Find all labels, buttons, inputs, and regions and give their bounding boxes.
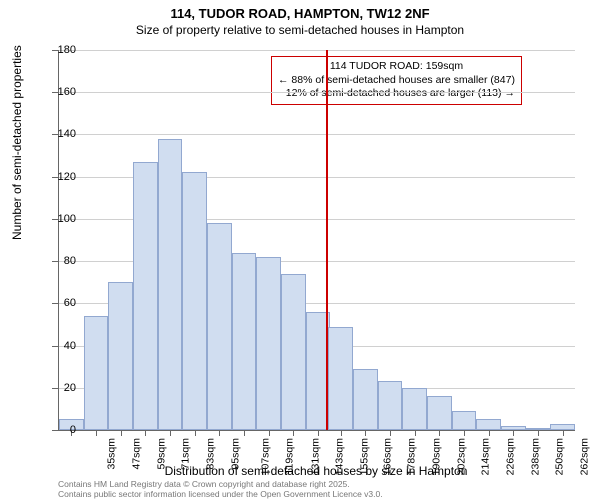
histogram-bar — [402, 388, 427, 430]
x-tick — [538, 430, 539, 436]
annotation-box: 114 TUDOR ROAD: 159sqm ← 88% of semi-det… — [271, 56, 522, 105]
y-tick — [52, 430, 58, 431]
x-tick — [489, 430, 490, 436]
x-tick-label: 166sqm — [381, 438, 393, 475]
x-tick-label: 178sqm — [406, 438, 418, 475]
x-tick — [96, 430, 97, 436]
plot-area: 114 TUDOR ROAD: 159sqm ← 88% of semi-det… — [58, 50, 575, 431]
chart-subtitle: Size of property relative to semi-detach… — [0, 23, 600, 37]
x-tick-label: 107sqm — [260, 438, 272, 475]
x-tick-label: 202sqm — [455, 438, 467, 475]
y-tick-label: 140 — [58, 128, 76, 140]
x-tick-label: 226sqm — [504, 438, 516, 475]
y-tick — [52, 346, 58, 347]
x-tick — [415, 430, 416, 436]
footer-line2: Contains public sector information licen… — [58, 489, 383, 499]
grid-line — [59, 92, 575, 93]
x-tick-label: 119sqm — [284, 438, 296, 475]
x-tick-label: 250sqm — [554, 438, 566, 475]
x-tick-label: 214sqm — [480, 438, 492, 475]
x-tick — [390, 430, 391, 436]
histogram-bar — [108, 282, 133, 430]
chart-title: 114, TUDOR ROAD, HAMPTON, TW12 2NF — [0, 0, 600, 21]
x-tick — [269, 430, 270, 436]
histogram-bar — [328, 327, 353, 430]
x-tick — [145, 430, 146, 436]
footer-credits: Contains HM Land Registry data © Crown c… — [58, 479, 383, 499]
x-tick-label: 262sqm — [578, 438, 590, 475]
histogram-bar — [207, 223, 232, 430]
y-tick-label: 180 — [58, 44, 76, 56]
y-tick-label: 100 — [58, 213, 76, 225]
histogram-bar — [232, 253, 257, 430]
x-tick — [170, 430, 171, 436]
annotation-line2: ← 88% of semi-detached houses are smalle… — [278, 74, 515, 88]
x-tick-label: 71sqm — [180, 438, 192, 470]
histogram-bar — [427, 396, 452, 430]
x-tick-label: 95sqm — [229, 438, 241, 470]
x-tick — [513, 430, 514, 436]
chart-container: 114, TUDOR ROAD, HAMPTON, TW12 2NF Size … — [0, 0, 600, 500]
y-tick-label: 60 — [64, 297, 76, 309]
x-tick — [439, 430, 440, 436]
histogram-bar — [281, 274, 306, 430]
y-tick-label: 40 — [64, 340, 76, 352]
x-tick-label: 238sqm — [529, 438, 541, 475]
x-tick-label: 190sqm — [430, 438, 442, 475]
annotation-line1: 114 TUDOR ROAD: 159sqm — [278, 60, 515, 74]
histogram-bar — [476, 419, 501, 430]
x-tick — [563, 430, 564, 436]
reference-line — [326, 50, 328, 430]
x-tick — [318, 430, 319, 436]
x-tick-label: 155sqm — [358, 438, 370, 475]
x-tick — [365, 430, 366, 436]
x-tick — [464, 430, 465, 436]
y-tick — [52, 303, 58, 304]
histogram-bar — [133, 162, 158, 430]
y-tick-label: 0 — [70, 424, 76, 436]
y-tick-label: 120 — [58, 171, 76, 183]
histogram-bar — [158, 139, 183, 430]
x-tick-label: 59sqm — [155, 438, 167, 470]
y-tick — [52, 261, 58, 262]
x-tick — [293, 430, 294, 436]
x-tick — [341, 430, 342, 436]
x-tick — [219, 430, 220, 436]
x-tick-label: 47sqm — [131, 438, 143, 470]
histogram-bar — [353, 369, 378, 430]
histogram-bar — [182, 172, 207, 430]
y-tick — [52, 388, 58, 389]
histogram-bar — [256, 257, 281, 430]
x-tick-label: 131sqm — [309, 438, 321, 475]
y-tick-label: 160 — [58, 86, 76, 98]
x-tick — [195, 430, 196, 436]
annotation-line3: 12% of semi-detached houses are larger (… — [278, 87, 515, 101]
y-tick-label: 80 — [64, 255, 76, 267]
histogram-bar — [452, 411, 477, 430]
histogram-bar — [378, 381, 403, 430]
x-tick — [121, 430, 122, 436]
x-tick-label: 83sqm — [205, 438, 217, 470]
histogram-bar — [84, 316, 109, 430]
footer-line1: Contains HM Land Registry data © Crown c… — [58, 479, 383, 489]
x-tick-label: 143sqm — [334, 438, 346, 475]
y-axis-title: Number of semi-detached properties — [10, 45, 24, 240]
x-tick-label: 35sqm — [106, 438, 118, 470]
x-tick — [244, 430, 245, 436]
grid-line — [59, 50, 575, 51]
grid-line — [59, 134, 575, 135]
y-tick-label: 20 — [64, 382, 76, 394]
